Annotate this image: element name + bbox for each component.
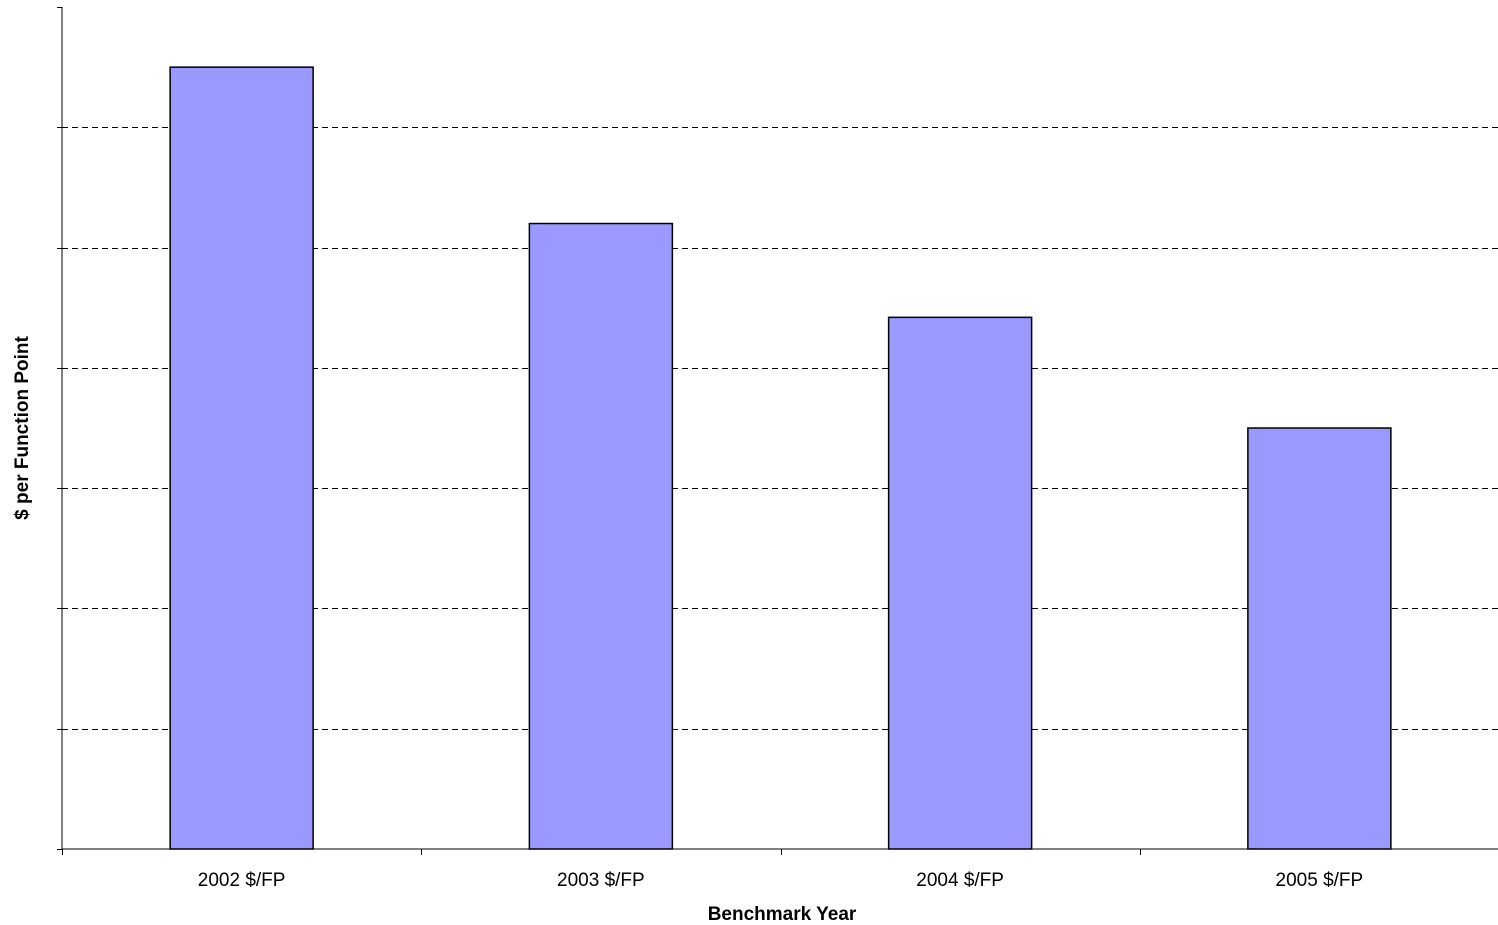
tick-labels: 2002 $/FP 2003 $/FP 2004 $/FP 2005 $/FP bbox=[198, 870, 1363, 891]
bar bbox=[169, 66, 314, 850]
x-axis-title: Benchmark Year bbox=[708, 904, 857, 925]
x-tick-label: 2002 $/FP bbox=[198, 870, 286, 891]
x-tick-label: 2003 $/FP bbox=[557, 870, 645, 891]
x-tick-label: 2005 $/FP bbox=[1276, 870, 1364, 891]
y-axis-title: $ per Function Point bbox=[12, 335, 33, 519]
bar bbox=[528, 222, 674, 850]
bar bbox=[1247, 427, 1392, 850]
bar bbox=[887, 316, 1033, 850]
axes bbox=[57, 7, 1498, 855]
x-tick-label: 2004 $/FP bbox=[916, 870, 1004, 891]
bars bbox=[169, 66, 1392, 850]
